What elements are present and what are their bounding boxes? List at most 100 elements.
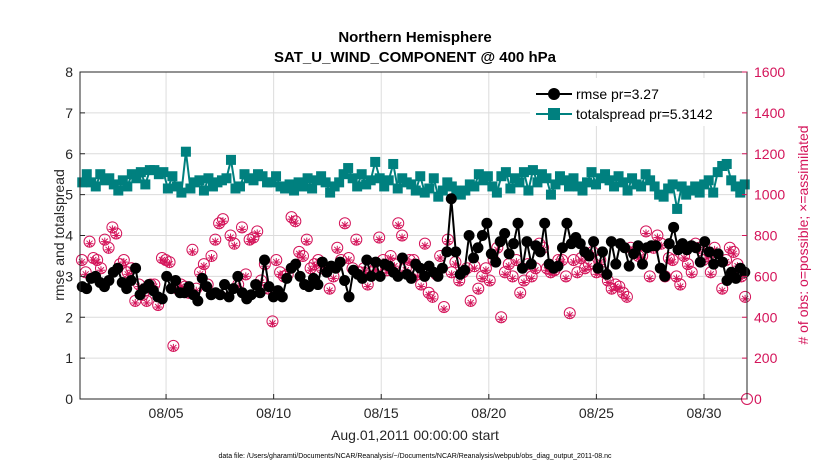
obs-assimilated-point (729, 249, 738, 258)
totalspread-point (618, 177, 629, 188)
x-tick-label: 08/30 (686, 405, 721, 421)
obs-assimilated-point (466, 298, 475, 307)
obs-assimilated-point (268, 319, 277, 328)
rmse-point (534, 246, 546, 258)
totalspread-point (388, 158, 399, 169)
totalspread-point (527, 165, 538, 176)
totalspread-point (356, 169, 367, 180)
totalspread-point (433, 191, 444, 202)
y2-tick-label: 1600 (754, 64, 785, 80)
rmse-point (712, 248, 724, 260)
totalspread-point (77, 177, 88, 188)
totalspread-point (225, 154, 236, 165)
rmse-point (485, 248, 497, 260)
obs-assimilated-point (687, 270, 696, 279)
rmse-point (472, 242, 484, 254)
y2-tick-label: 1400 (754, 105, 785, 121)
legend-rmse-label: rmse pr=3.27 (576, 86, 659, 102)
obs-assimilated-point (500, 270, 509, 279)
obs-assimilated-point (474, 286, 483, 295)
y-tick-label: 4 (65, 228, 73, 244)
obs-assimilated-point (352, 237, 361, 246)
totalspread-point (410, 185, 421, 196)
obs-assimilated-point (85, 239, 94, 248)
obs-assimilated-point (520, 278, 529, 287)
totalspread-point (514, 177, 525, 188)
obs-assimilated-point (611, 282, 620, 291)
obs-assimilated-point (112, 231, 121, 240)
totalspread-point (523, 185, 534, 196)
totalspread-point (343, 163, 354, 174)
y-tick-label: 3 (65, 268, 73, 284)
totalspread-point (307, 183, 318, 194)
y2-tick-label: 1000 (754, 187, 785, 203)
obs-assimilated-point (291, 219, 300, 228)
chart-title: Northern Hemisphere (338, 29, 491, 46)
rmse-point (481, 217, 493, 229)
obs-assimilated-point (199, 262, 208, 271)
obs-assimilated-point (108, 225, 117, 234)
obs-assimilated-point (645, 274, 654, 283)
obs-assimilated-point (706, 270, 715, 279)
totalspread-point (392, 183, 403, 194)
rmse-point (125, 274, 137, 286)
obs-assimilated-point (455, 278, 464, 287)
totalspread-point (325, 187, 336, 198)
rmse-point (441, 246, 453, 258)
totalspread-point (334, 177, 345, 188)
totalspread-point (135, 167, 146, 178)
totalspread-point (221, 173, 232, 184)
totalspread-point (284, 179, 295, 190)
rmse-point (201, 281, 213, 293)
rmse-point (521, 236, 533, 248)
totalspread-point (171, 181, 182, 192)
rmse-point (405, 272, 417, 284)
rmse-point (476, 230, 488, 241)
totalspread-point (117, 175, 128, 186)
obs-assimilated-point (302, 237, 311, 246)
rmse-point (654, 262, 666, 274)
y-tick-label: 6 (65, 146, 73, 162)
obs-assimilated-point (398, 233, 407, 242)
rmse-point (450, 246, 462, 258)
totalspread-point (568, 173, 579, 184)
totalspread-point (739, 179, 750, 190)
rmse-point (721, 274, 733, 286)
legend-spread-label: totalspread pr=5.3142 (576, 106, 713, 122)
obs-assimilated-point (142, 298, 151, 307)
y-axis-label: rmse and totalspread (51, 169, 67, 301)
obs-assimilated-point (230, 241, 239, 250)
rmse-point (508, 238, 520, 250)
totalspread-point (586, 167, 597, 178)
legend-box (530, 78, 742, 126)
totalspread-point (708, 187, 719, 198)
rmse-point (503, 248, 515, 260)
obs-assimilated-point (741, 294, 750, 303)
rmse-point (583, 250, 595, 262)
totalspread-point (600, 169, 611, 180)
totalspread-point (185, 183, 196, 194)
obs-assimilated-point (504, 262, 513, 271)
rmse-point (730, 272, 742, 284)
totalspread-point (582, 177, 593, 188)
rmse-point (592, 262, 604, 274)
totalspread-point (167, 171, 178, 182)
totalspread-point (370, 156, 381, 167)
obs-assimilated-point (272, 258, 281, 267)
rmse-point (703, 246, 715, 258)
obs-assimilated-point (577, 256, 586, 265)
rmse-point (130, 262, 142, 274)
obs-assimilated-point (615, 284, 624, 293)
rmse-point (610, 258, 622, 270)
obs-assimilated-point (93, 258, 102, 267)
obs-assimilated-point (340, 221, 349, 230)
y-tick-label: 1 (65, 350, 73, 366)
totalspread-point (194, 175, 205, 186)
rmse-point (227, 283, 239, 295)
rmse-point (605, 236, 617, 248)
obs-assimilated-point (253, 229, 262, 238)
obs-assimilated-point (485, 278, 494, 287)
totalspread-point (347, 173, 358, 184)
obs-assimilated-point (512, 258, 521, 267)
rmse-point (156, 293, 168, 305)
